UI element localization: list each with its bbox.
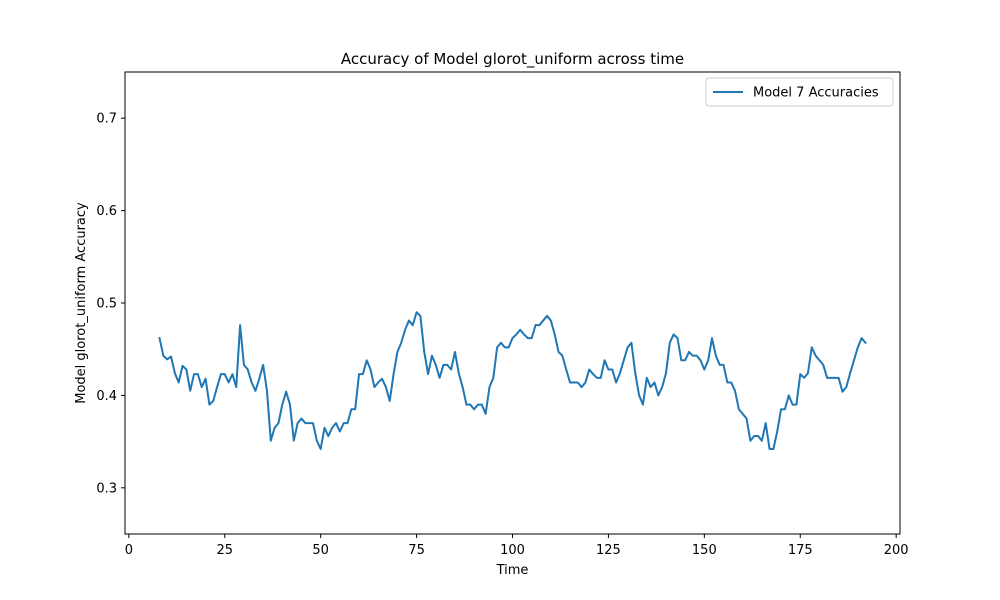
x-tick-label: 50 xyxy=(312,543,329,558)
x-tick-label: 100 xyxy=(500,543,525,558)
y-tick-label: 0.5 xyxy=(96,297,117,312)
y-axis-label: Model glorot_uniform Accuracy xyxy=(74,202,89,404)
plot-area xyxy=(158,311,867,450)
y-tick-label: 0.4 xyxy=(96,389,117,404)
x-axis: 0 25 50 75 100 125 150 175 200 xyxy=(125,534,909,558)
y-tick-label: 0.3 xyxy=(96,481,117,496)
x-axis-label: Time xyxy=(496,563,529,578)
legend: Model 7 Accuracies xyxy=(705,77,894,107)
x-tick-label: 200 xyxy=(884,543,909,558)
y-tick-label: 0.6 xyxy=(96,204,117,219)
x-tick-label: 75 xyxy=(408,543,425,558)
x-tick-label: 150 xyxy=(692,543,717,558)
chart-title: Accuracy of Model glorot_uniform across … xyxy=(341,50,684,69)
legend-label: Model 7 Accuracies xyxy=(753,86,879,101)
plot-frame xyxy=(124,71,901,535)
legend-box xyxy=(705,77,894,107)
x-tick-label: 25 xyxy=(216,543,233,558)
x-tick-label: 125 xyxy=(596,543,621,558)
x-tick-label: 175 xyxy=(788,543,813,558)
series-line-model-7-accuracies xyxy=(158,311,867,450)
x-tick-label: 0 xyxy=(125,543,133,558)
y-axis: 0.3 0.4 0.5 0.6 0.7 xyxy=(96,112,125,496)
y-tick-label: 0.7 xyxy=(96,112,117,127)
